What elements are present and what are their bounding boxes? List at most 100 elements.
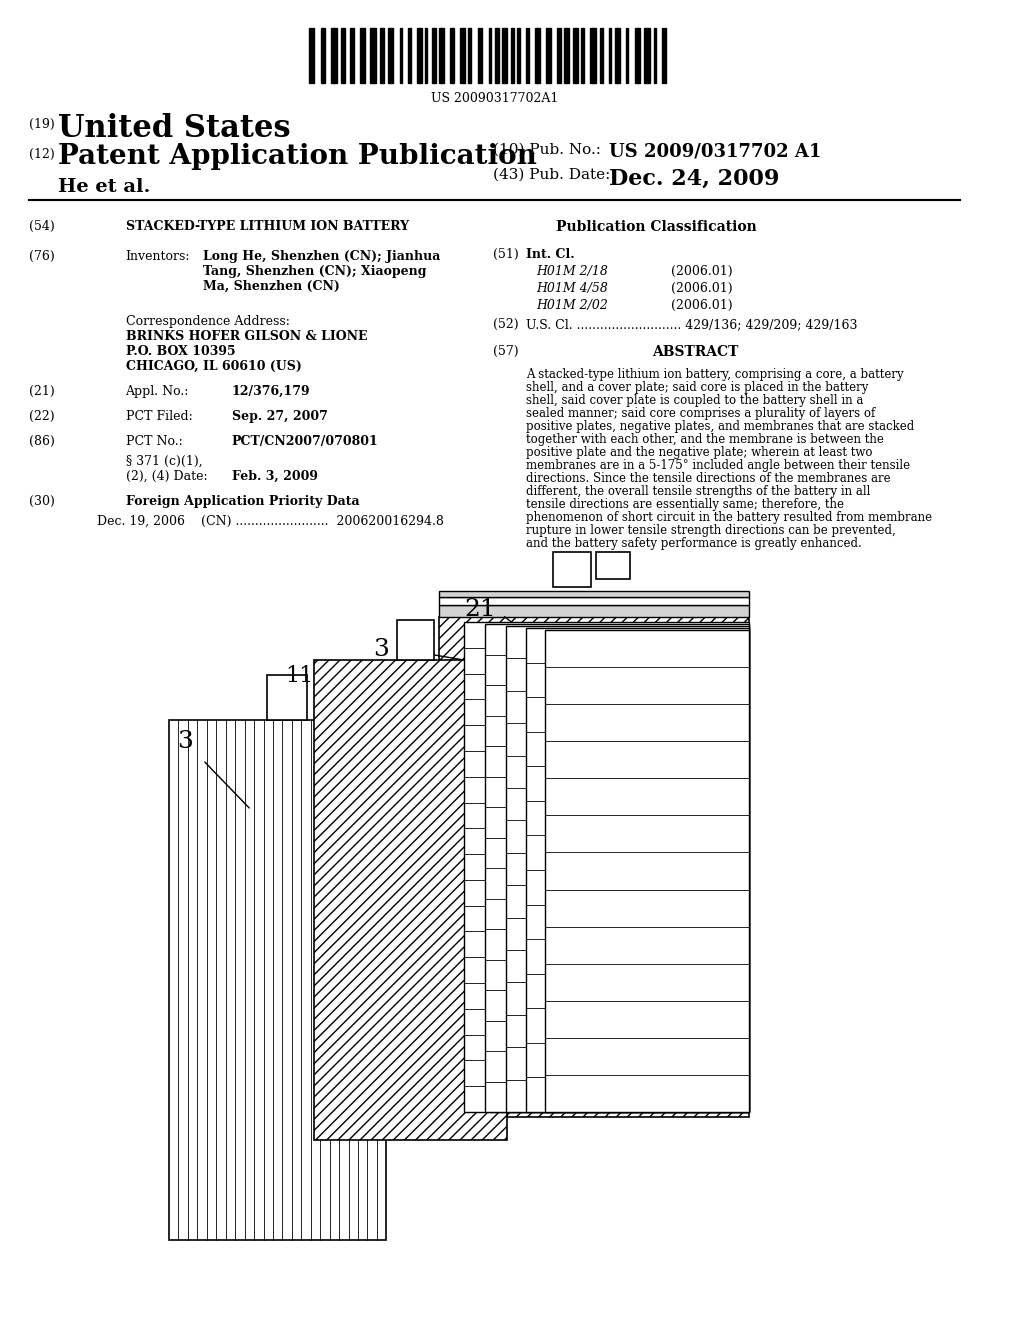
Text: Dec. 24, 2009: Dec. 24, 2009 [608,168,779,190]
Text: tensile directions are essentially same; therefore, the: tensile directions are essentially same;… [526,498,845,511]
Text: shell, said cover plate is coupled to the battery shell in a: shell, said cover plate is coupled to th… [526,393,864,407]
Bar [526,628,749,1111]
Text: H01M 2/02: H01M 2/02 [537,300,608,312]
Bar [360,28,366,83]
Bar [439,616,749,1117]
Bar [169,719,386,1239]
Bar [464,622,749,1111]
Text: PCT Filed:: PCT Filed: [126,411,193,422]
Text: Long He, Shenzhen (CN); Jianhua: Long He, Shenzhen (CN); Jianhua [203,249,440,263]
Bar [417,28,422,83]
Text: (21): (21) [29,385,54,399]
Bar [600,28,603,83]
Bar [425,28,427,83]
Text: Tang, Shenzhen (CN); Xiaopeng: Tang, Shenzhen (CN); Xiaopeng [203,265,426,279]
Text: (86): (86) [29,436,55,447]
Bar [468,28,471,83]
Text: 11: 11 [286,665,313,686]
Text: Correspondence Address:: Correspondence Address: [126,315,290,327]
Text: PCT/CN2007/070801: PCT/CN2007/070801 [231,436,379,447]
Bar [526,28,529,83]
Bar [488,28,490,83]
Bar [370,28,376,83]
Bar [388,28,393,83]
Text: Dec. 19, 2006    (CN) ........................  200620016294.8: Dec. 19, 2006 (CN) .....................… [96,515,443,528]
Text: Inventors:: Inventors: [126,249,190,263]
Text: (43) Pub. Date:: (43) Pub. Date: [493,168,610,182]
Bar [439,28,444,83]
Text: (30): (30) [29,495,55,508]
Text: (57): (57) [493,345,518,358]
Bar [608,28,611,83]
Bar [506,626,749,1111]
Text: (2006.01): (2006.01) [672,282,733,294]
Text: and the battery safety performance is greatly enhanced.: and the battery safety performance is gr… [526,537,862,550]
Text: (12): (12) [29,148,54,161]
Bar [503,28,507,83]
Bar [644,28,650,83]
Bar [654,28,655,83]
Text: phenomenon of short circuit in the battery resulted from membrane: phenomenon of short circuit in the batte… [526,511,933,524]
Bar [451,28,454,83]
Text: PCT No.:: PCT No.: [126,436,182,447]
Text: CHICAGO, IL 60610 (US): CHICAGO, IL 60610 (US) [126,360,301,374]
Text: He et al.: He et al. [58,178,151,195]
Text: Appl. No.:: Appl. No.: [126,385,189,399]
Bar [564,28,569,83]
Bar [314,660,507,1140]
Text: 12/376,179: 12/376,179 [231,385,310,399]
Bar [626,28,628,83]
Text: sealed manner; said core comprises a plurality of layers of: sealed manner; said core comprises a plu… [526,407,876,420]
Text: (2), (4) Date:: (2), (4) Date: [126,470,207,483]
Bar [332,28,337,83]
Bar [615,28,621,83]
Bar [553,552,591,587]
Text: A stacked-type lithium ion battery, comprising a core, a battery: A stacked-type lithium ion battery, comp… [526,368,904,381]
Text: H01M 4/58: H01M 4/58 [537,282,608,294]
Bar [517,28,519,83]
Text: Int. Cl.: Int. Cl. [526,248,575,261]
Bar [545,630,749,1111]
Bar [380,28,384,83]
Text: rupture in lower tensile strength directions can be prevented,: rupture in lower tensile strength direct… [526,524,896,537]
Bar [266,675,307,719]
Bar [341,28,345,83]
Text: (2006.01): (2006.01) [672,300,733,312]
Text: United States: United States [58,114,291,144]
Bar [495,28,500,83]
Text: § 371 (c)(1),: § 371 (c)(1), [126,455,202,469]
Bar [408,28,411,83]
Bar [349,28,353,83]
Bar [439,605,749,616]
Bar [397,620,434,660]
Text: Ma, Shenzhen (CN): Ma, Shenzhen (CN) [203,280,340,293]
Text: (76): (76) [29,249,54,263]
Text: (10) Pub. No.:: (10) Pub. No.: [493,143,601,157]
Text: together with each other, and the membrane is between the: together with each other, and the membra… [526,433,885,446]
Text: Feb. 3, 2009: Feb. 3, 2009 [231,470,317,483]
Bar [536,28,540,83]
Bar [309,28,314,83]
Text: (52): (52) [493,318,518,331]
Text: shell, and a cover plate; said core is placed in the battery: shell, and a cover plate; said core is p… [526,381,868,393]
Bar [662,28,667,83]
Text: H01M 2/18: H01M 2/18 [537,265,608,279]
Bar [557,28,561,83]
Bar [460,28,465,83]
Text: positive plate and the negative plate; wherein at least two: positive plate and the negative plate; w… [526,446,872,459]
Bar [485,624,749,1111]
Text: different, the overall tensile strengths of the battery in all: different, the overall tensile strengths… [526,484,870,498]
Text: BRINKS HOFER GILSON & LIONE: BRINKS HOFER GILSON & LIONE [126,330,367,343]
Text: (19): (19) [29,117,54,131]
Bar [546,28,551,83]
Text: 21: 21 [464,598,496,620]
Text: Foreign Application Priority Data: Foreign Application Priority Data [126,495,359,508]
Text: directions. Since the tensile directions of the membranes are: directions. Since the tensile directions… [526,473,891,484]
Text: P.O. BOX 10395: P.O. BOX 10395 [126,345,236,358]
Text: Publication Classification: Publication Classification [556,220,757,234]
Bar [635,28,640,83]
Text: U.S. Cl. ........................... 429/136; 429/209; 429/163: U.S. Cl. ........................... 429… [526,318,858,331]
Bar [432,28,435,83]
Bar [321,28,325,83]
Bar [572,28,578,83]
